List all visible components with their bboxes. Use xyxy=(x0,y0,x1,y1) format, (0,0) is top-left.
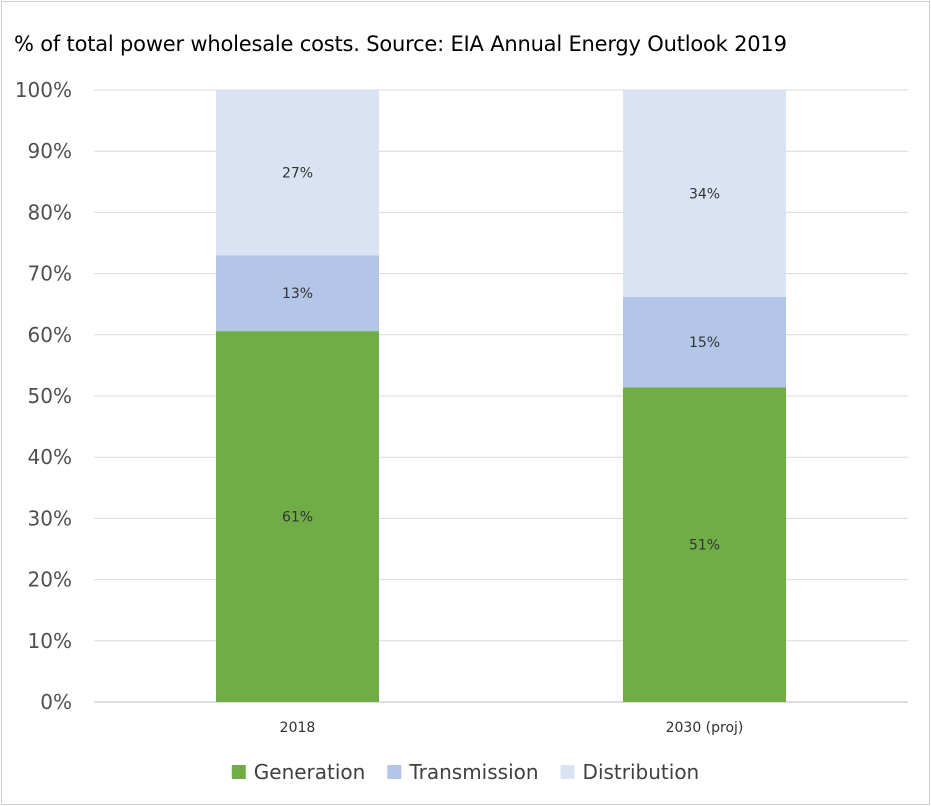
data-label-generation-0: 61% xyxy=(282,510,313,526)
data-label-transmission-0: 13% xyxy=(282,286,313,302)
y-tick-label: 0% xyxy=(40,690,72,714)
data-label-distribution-1: 34% xyxy=(689,186,720,202)
bar-generation-0 xyxy=(216,331,379,702)
bar-transmission-1 xyxy=(623,296,786,388)
y-tick-label: 30% xyxy=(28,506,72,530)
y-tick-label: 10% xyxy=(28,629,72,653)
bar-transmission-0 xyxy=(216,255,379,332)
legend-swatch-generation xyxy=(231,765,246,779)
x-tick-label: 2018 xyxy=(280,720,316,736)
y-tick-label: 90% xyxy=(28,139,72,163)
bar-distribution-1 xyxy=(623,90,786,297)
y-tick-label: 50% xyxy=(28,384,72,408)
data-label-distribution-0: 27% xyxy=(282,166,313,182)
x-tick-label: 2030 (proj) xyxy=(666,720,744,736)
y-tick-label: 70% xyxy=(28,262,72,286)
legend-swatch-distribution xyxy=(560,765,575,779)
legend-label-transmission: Transmission xyxy=(408,760,538,784)
bar-generation-1 xyxy=(623,387,786,702)
chart-title: % of total power wholesale costs. Source… xyxy=(14,32,787,56)
data-label-generation-1: 51% xyxy=(689,538,720,554)
y-tick-label: 20% xyxy=(28,568,72,592)
legend-swatch-transmission xyxy=(387,765,402,779)
bar-distribution-0 xyxy=(216,90,379,256)
y-tick-label: 60% xyxy=(28,323,72,347)
data-label-transmission-1: 15% xyxy=(689,335,720,351)
legend-label-generation: Generation xyxy=(254,760,366,784)
y-tick-label: 100% xyxy=(15,78,72,102)
y-tick-label: 40% xyxy=(28,445,72,469)
y-tick-label: 80% xyxy=(28,200,72,224)
legend-label-distribution: Distribution xyxy=(583,760,700,784)
